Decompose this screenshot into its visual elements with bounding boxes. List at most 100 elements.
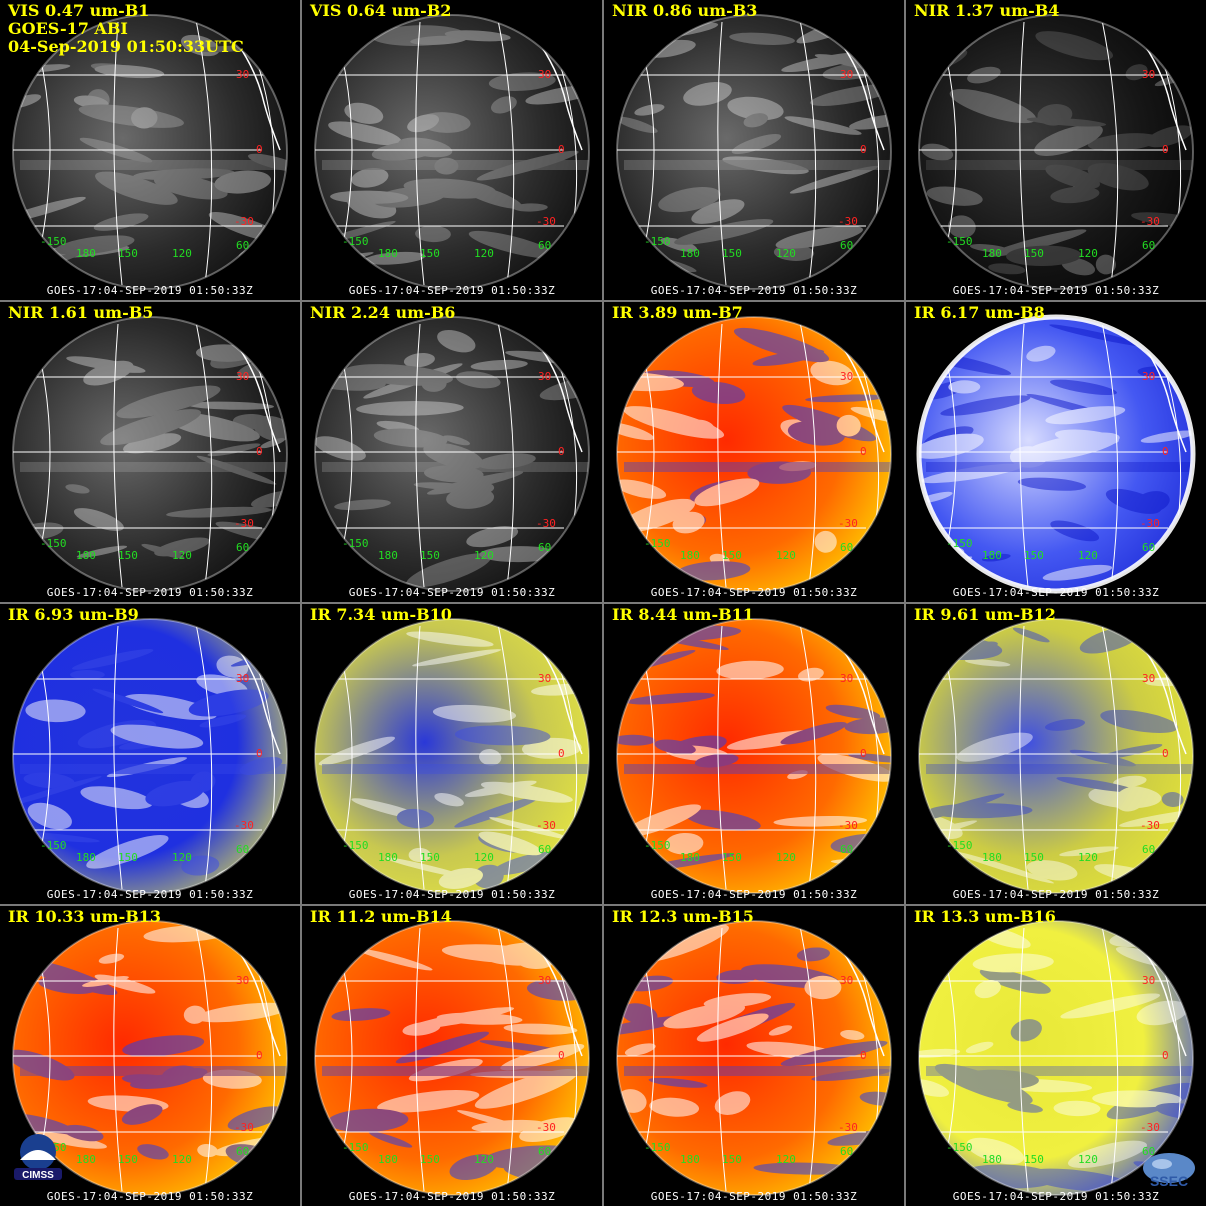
lon-label-150: 150 xyxy=(118,851,138,864)
cimss-logo: CIMSS xyxy=(14,1134,62,1181)
lon-label-60: 60 xyxy=(236,1145,250,1158)
lon-label-180: 180 xyxy=(982,1153,1002,1166)
band-footer: GOES-17:04-SEP-2019 01:50:33Z xyxy=(650,888,858,901)
lon-label-minus150: -150 xyxy=(644,537,671,550)
band-title: NIR 1.61 um-B5 xyxy=(8,303,154,322)
band-panel: IR 3.89 um-B7 30 0 -30 -150 180 150 120 60 GOES-1… xyxy=(604,302,904,602)
lat-label-0: 0 xyxy=(1162,143,1169,156)
band-title: IR 7.34 um-B10 xyxy=(310,605,452,624)
globe-disk xyxy=(616,920,892,1196)
band-panel: NIR 0.86 um-B3 30 0 -30 -150 180 150 120 60 GOES-… xyxy=(604,0,904,300)
lon-label-120: 120 xyxy=(474,549,494,562)
lon-label-180: 180 xyxy=(378,549,398,562)
lat-label-30: 30 xyxy=(840,370,854,383)
lat-label-minus30: -30 xyxy=(234,1121,254,1134)
band-panel: IR 9.61 um-B12 30 0 -30 -150 180 150 120 60 GOES-… xyxy=(906,604,1206,904)
lat-label-0: 0 xyxy=(558,1049,565,1062)
globe-disk xyxy=(314,14,590,290)
lon-label-150: 150 xyxy=(420,1153,440,1166)
lon-label-120: 120 xyxy=(776,549,796,562)
lat-label-30: 30 xyxy=(538,672,552,685)
lon-label-150: 150 xyxy=(118,1153,138,1166)
lon-label-150: 150 xyxy=(420,247,440,260)
globe-disk xyxy=(916,314,1196,594)
lon-label-minus150: -150 xyxy=(342,1141,369,1154)
lon-label-180: 180 xyxy=(982,851,1002,864)
lon-label-150: 150 xyxy=(722,247,742,260)
lon-label-180: 180 xyxy=(680,851,700,864)
lon-label-minus150: -150 xyxy=(40,235,67,248)
lat-label-30: 30 xyxy=(538,974,552,987)
band-footer: GOES-17:04-SEP-2019 01:50:33Z xyxy=(952,284,1160,297)
globe-disk xyxy=(314,618,590,894)
lat-label-minus30: -30 xyxy=(234,517,254,530)
globe-disk xyxy=(12,618,288,894)
lon-label-minus150: -150 xyxy=(946,537,973,550)
lon-label-60: 60 xyxy=(1142,239,1156,252)
band-panel: IR 8.44 um-B11 30 0 -30 -150 180 150 120 60 GOES-… xyxy=(604,604,904,904)
lon-label-60: 60 xyxy=(1142,541,1156,554)
lat-label-minus30: -30 xyxy=(536,819,556,832)
lat-label-0: 0 xyxy=(1162,445,1169,458)
lat-label-minus30: -30 xyxy=(1140,1121,1160,1134)
ssec-logo: SSEC xyxy=(1143,1153,1195,1189)
band-title: IR 10.33 um-B13 xyxy=(8,907,162,926)
band-footer: GOES-17:04-SEP-2019 01:50:33Z xyxy=(46,586,254,599)
lat-label-0: 0 xyxy=(256,445,263,458)
lat-label-0: 0 xyxy=(256,143,263,156)
lat-label-minus30: -30 xyxy=(838,1121,858,1134)
globe-disk xyxy=(314,920,590,1196)
lon-label-120: 120 xyxy=(474,851,494,864)
lon-label-minus150: -150 xyxy=(946,235,973,248)
lon-label-60: 60 xyxy=(840,239,854,252)
lon-label-150: 150 xyxy=(118,247,138,260)
lat-label-30: 30 xyxy=(236,68,250,81)
lat-label-minus30: -30 xyxy=(234,215,254,228)
lon-label-150: 150 xyxy=(118,549,138,562)
band-panel: IR 11.2 um-B14 30 0 -30 -150 180 150 120 60 GOES-… xyxy=(302,906,602,1206)
band-footer: GOES-17:04-SEP-2019 01:50:33Z xyxy=(952,1190,1160,1203)
globe-disk xyxy=(12,920,288,1196)
lat-label-minus30: -30 xyxy=(1140,517,1160,530)
lon-label-120: 120 xyxy=(776,1153,796,1166)
lon-label-minus150: -150 xyxy=(644,1141,671,1154)
lat-label-0: 0 xyxy=(860,445,867,458)
datetime-label: 04-Sep-2019 01:50:33UTC xyxy=(8,37,244,56)
lon-label-120: 120 xyxy=(1078,851,1098,864)
band-footer: GOES-17:04-SEP-2019 01:50:33Z xyxy=(348,888,556,901)
lon-label-150: 150 xyxy=(722,1153,742,1166)
lat-label-0: 0 xyxy=(1162,747,1169,760)
lon-label-120: 120 xyxy=(172,1153,192,1166)
band-footer: GOES-17:04-SEP-2019 01:50:33Z xyxy=(952,586,1160,599)
band-title: IR 3.89 um-B7 xyxy=(612,303,743,322)
lon-label-180: 180 xyxy=(378,1153,398,1166)
band-footer: GOES-17:04-SEP-2019 01:50:33Z xyxy=(650,1190,858,1203)
lat-label-30: 30 xyxy=(1142,370,1156,383)
lon-label-120: 120 xyxy=(1078,549,1098,562)
svg-text:CIMSS: CIMSS xyxy=(22,1170,54,1181)
lat-label-0: 0 xyxy=(860,747,867,760)
lon-label-60: 60 xyxy=(840,1145,854,1158)
lon-label-60: 60 xyxy=(236,239,250,252)
band-title: NIR 1.37 um-B4 xyxy=(914,1,1060,20)
lon-label-120: 120 xyxy=(776,851,796,864)
lat-label-30: 30 xyxy=(236,370,250,383)
band-footer: GOES-17:04-SEP-2019 01:50:33Z xyxy=(348,586,556,599)
globe-disk xyxy=(616,14,892,290)
lon-label-120: 120 xyxy=(172,549,192,562)
band-title: IR 11.2 um-B14 xyxy=(310,907,452,926)
lon-label-minus150: -150 xyxy=(946,1141,973,1154)
lon-label-180: 180 xyxy=(680,1153,700,1166)
lat-label-minus30: -30 xyxy=(1140,215,1160,228)
band-title: IR 12.3 um-B15 xyxy=(612,907,754,926)
lon-label-60: 60 xyxy=(840,843,854,856)
band-title: IR 6.17 um-B8 xyxy=(914,303,1045,322)
band-title: VIS 0.64 um-B2 xyxy=(310,1,452,20)
globe-disk xyxy=(12,14,288,290)
band-panel: IR 7.34 um-B10 30 0 -30 -150 180 150 120 60 GOES-… xyxy=(302,604,602,904)
lat-label-0: 0 xyxy=(256,747,263,760)
band-panel: VIS 0.47 um-B1 30 0 -30 -150 180 150 120 60 GOES-… xyxy=(0,0,300,300)
svg-text:SSEC: SSEC xyxy=(1150,1173,1188,1189)
lon-label-minus150: -150 xyxy=(644,839,671,852)
band-panel: IR 6.17 um-B8 30 0 -30 -150 180 150 120 60 GOES-1… xyxy=(906,302,1206,602)
